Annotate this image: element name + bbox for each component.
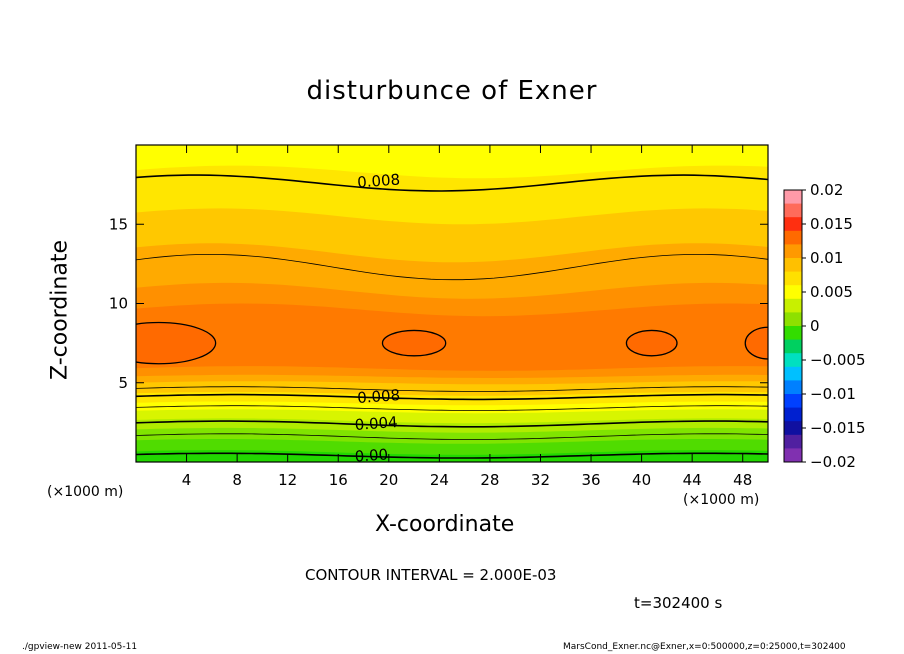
colorbar-segment bbox=[784, 434, 802, 449]
contour-line bbox=[136, 253, 768, 281]
colorbar-segment bbox=[784, 421, 802, 436]
y-axis-ticks: 5 10 15 bbox=[109, 215, 768, 392]
footer-left: ./gpview-new 2011-05-11 bbox=[22, 642, 138, 652]
time-text: t=302400 s bbox=[634, 594, 723, 612]
contour-line bbox=[136, 405, 768, 411]
x-tick-label: 8 bbox=[232, 471, 242, 489]
colorbar-segment bbox=[784, 230, 802, 245]
colorbar-label: 0.02 bbox=[810, 181, 843, 199]
contour-line bbox=[136, 174, 768, 192]
x-axis-label: X-coordinate bbox=[375, 512, 515, 537]
colorbar-segment bbox=[784, 353, 802, 368]
x-tick-label: 16 bbox=[329, 471, 348, 489]
x-tick-label: 32 bbox=[531, 471, 550, 489]
contour-line bbox=[136, 452, 768, 459]
contour-lines bbox=[136, 174, 768, 459]
colorbar-segment bbox=[784, 203, 802, 218]
chart-title: disturbunce of Exner bbox=[306, 76, 598, 106]
contour-cell bbox=[381, 329, 447, 357]
x-tick-label: 40 bbox=[632, 471, 651, 489]
colorbar bbox=[783, 189, 803, 463]
colorbar-label: 0.01 bbox=[810, 249, 843, 267]
colorbar-segment bbox=[784, 366, 802, 381]
colorbar-segment bbox=[784, 285, 802, 300]
x-tick-label: 24 bbox=[430, 471, 449, 489]
y-tick-label: 5 bbox=[118, 374, 128, 392]
contour-label: 0.008 bbox=[357, 170, 401, 191]
filled-contour-bands bbox=[136, 145, 768, 462]
colorbar-segment bbox=[784, 258, 802, 273]
colorbar-label: 0 bbox=[810, 317, 820, 335]
colorbar-label: 0.015 bbox=[810, 215, 853, 233]
x-tick-label: 36 bbox=[581, 471, 600, 489]
contour-line bbox=[136, 393, 768, 401]
colorbar-label: −0.015 bbox=[810, 419, 866, 437]
contour-interval-text: CONTOUR INTERVAL = 2.000E-03 bbox=[305, 566, 557, 584]
x-axis-ticks: 4 8 12 16 20 24 28 32 36 40 44 48 bbox=[182, 145, 752, 489]
colorbar-label: −0.005 bbox=[810, 351, 866, 369]
colorbar-segment bbox=[784, 380, 802, 395]
contour-labels: 0.008 0.008 0.004 0.00 bbox=[354, 170, 401, 465]
footer-right: MarsCond_Exner.nc@Exner,x=0:500000,z=0:2… bbox=[563, 642, 846, 652]
x-tick-label: 48 bbox=[733, 471, 752, 489]
contour-cell bbox=[625, 329, 678, 357]
colorbar-segment bbox=[784, 326, 802, 341]
contour-line bbox=[136, 433, 768, 440]
colorbar-segment bbox=[784, 298, 802, 313]
colorbar-labels: 0.02 0.015 0.01 0.005 0 −0.005 −0.01 −0.015 −0.0… bbox=[802, 181, 866, 471]
x-tick-label: 44 bbox=[683, 471, 702, 489]
x-unit-label: (×1000 m) bbox=[683, 492, 760, 508]
colorbar-segment bbox=[784, 271, 802, 286]
colorbar-segment bbox=[784, 190, 802, 205]
contour-band bbox=[136, 450, 768, 462]
colorbar-segment bbox=[784, 217, 802, 232]
colorbar-segment bbox=[784, 394, 802, 409]
colorbar-label: −0.01 bbox=[810, 385, 856, 403]
contour-label: 0.004 bbox=[354, 413, 398, 434]
contour-cell bbox=[136, 321, 217, 365]
z-unit-label: (×1000 m) bbox=[47, 484, 124, 500]
colorbar-segment bbox=[784, 448, 802, 463]
x-tick-label: 12 bbox=[278, 471, 297, 489]
x-tick-label: 28 bbox=[480, 471, 499, 489]
contour-label: 0.008 bbox=[357, 386, 401, 407]
contour-line bbox=[136, 386, 768, 392]
y-tick-label: 15 bbox=[109, 215, 128, 233]
colorbar-label: −0.02 bbox=[810, 453, 856, 471]
contour-label: 0.00 bbox=[354, 445, 389, 465]
colorbar-segment bbox=[784, 244, 802, 259]
y-tick-label: 10 bbox=[109, 295, 128, 313]
colorbar-segment bbox=[784, 312, 802, 327]
colorbar-segment bbox=[784, 339, 802, 354]
x-tick-label: 20 bbox=[379, 471, 398, 489]
x-tick-label: 4 bbox=[182, 471, 192, 489]
contour-line bbox=[136, 420, 768, 428]
colorbar-segment bbox=[784, 407, 802, 422]
y-axis-label: Z-coordinate bbox=[47, 240, 73, 380]
colorbar-label: 0.005 bbox=[810, 283, 853, 301]
